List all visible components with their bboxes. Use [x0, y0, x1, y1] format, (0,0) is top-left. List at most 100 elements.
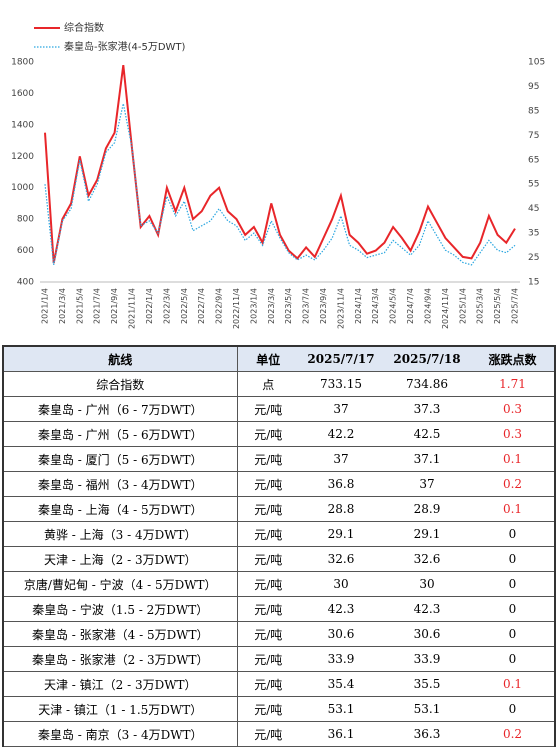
value-cell: 0: [471, 646, 555, 672]
table-row: 京唐/曹妃甸 - 宁波（4 - 5万DWT） 元/吨 30 30 0: [3, 571, 555, 597]
y2-tick-label: 15: [528, 278, 539, 288]
value-cell: 35.4: [299, 671, 383, 697]
value-cell: 42.3: [299, 596, 383, 622]
x-tick-label: 2022/5/4: [180, 288, 189, 324]
value-cell: 0: [471, 596, 555, 622]
value-cell: 0: [471, 621, 555, 647]
route-cell: 天津 - 镇江（1 - 1.5万DWT）: [3, 696, 238, 722]
value-cell: 37.3: [383, 396, 471, 422]
header-cell: 2025/7/18: [383, 345, 471, 372]
y2-tick-label: 45: [528, 204, 539, 214]
table-row: 秦皇岛 - 广州（5 - 6万DWT） 元/吨 42.2 42.5 0.3: [3, 421, 555, 447]
value-cell: 30.6: [299, 621, 383, 647]
value-cell: 元/吨: [237, 621, 299, 647]
value-cell: 点: [237, 371, 299, 397]
value-cell: 元/吨: [237, 521, 299, 547]
x-tick-label: 2021/11/4: [128, 288, 137, 329]
value-cell: 0: [471, 571, 555, 597]
x-tick-label: 2024/3/4: [371, 288, 380, 324]
value-cell: 53.1: [383, 696, 471, 722]
value-cell: 29.1: [383, 521, 471, 547]
x-tick-label: 2021/7/4: [93, 288, 102, 324]
x-tick-label: 2024/5/4: [389, 288, 398, 324]
route-cell: 秦皇岛 - 南京（3 - 4万DWT）: [3, 721, 238, 747]
value-cell: 元/吨: [237, 396, 299, 422]
y2-tick-label: 95: [528, 82, 539, 92]
header-row: 航线 单位 2025/7/17 2025/7/18 涨跌点数: [3, 345, 555, 372]
y2-tick-label: 35: [528, 229, 539, 239]
route-cell: 秦皇岛 - 福州（3 - 4万DWT）: [3, 471, 238, 497]
y2-tick-label: 55: [528, 180, 539, 190]
table: 航线 单位 2025/7/17 2025/7/18 涨跌点数 综合指数点 733.15 73…: [2, 345, 556, 747]
route-cell: 秦皇岛 - 上海（4 - 5万DWT）: [3, 496, 238, 522]
value-cell: 0.3: [471, 421, 555, 447]
y2-tick-label: 25: [528, 253, 539, 263]
value-cell: 0.2: [471, 721, 555, 747]
value-cell: 元/吨: [237, 596, 299, 622]
value-cell: 29.1: [299, 521, 383, 547]
x-tick-label: 2022/1/4: [145, 288, 154, 324]
value-cell: 36.8: [299, 471, 383, 497]
value-cell: 32.6: [383, 546, 471, 572]
header-cell: 航线: [3, 345, 238, 372]
table-row: 黄骅 - 上海（3 - 4万DWT） 元/吨 29.1 29.1 0: [3, 521, 555, 547]
x-tick-label: 2023/7/4: [302, 288, 311, 324]
y-tick-label: 1800: [11, 58, 34, 68]
value-cell: 32.6: [299, 546, 383, 572]
value-cell: 33.9: [299, 646, 383, 672]
table-row: 天津 - 镇江（2 - 3万DWT） 元/吨 35.4 35.5 0.1: [3, 671, 555, 697]
y-tick-label: 1400: [11, 120, 34, 130]
value-cell: 35.5: [383, 671, 471, 697]
table-row: 秦皇岛 - 张家港（2 - 3万DWT） 元/吨 33.9 33.9 0: [3, 646, 555, 672]
chart: 400 600 800 1000 1200 1400 1600 1800 15 25 35 45 55 6…: [11, 21, 545, 329]
value-cell: 28.9: [383, 496, 471, 522]
x-tick-label: 2023/3/4: [267, 288, 276, 324]
table-row: 秦皇岛 - 南京（3 - 4万DWT） 元/吨 36.1 36.3 0.2: [3, 721, 555, 747]
x-tick-label: 2025/7/4: [511, 288, 520, 324]
x-tick-label: 2025/1/4: [458, 288, 467, 324]
value-cell: 30: [383, 571, 471, 597]
value-cell: 28.8: [299, 496, 383, 522]
x-tick-label: 2021/9/4: [110, 288, 119, 324]
value-cell: 元/吨: [237, 721, 299, 747]
value-cell: 0: [471, 546, 555, 572]
table-row: 综合指数点 733.15 734.86 1.71: [3, 371, 555, 397]
route-cell: 秦皇岛 - 张家港（4 - 5万DWT）: [3, 621, 238, 647]
x-tick-label: 2022/3/4: [162, 288, 171, 324]
table-row: 天津 - 上海（2 - 3万DWT） 元/吨 32.6 32.6 0: [3, 546, 555, 572]
value-cell: 元/吨: [237, 646, 299, 672]
value-cell: 42.2: [299, 421, 383, 447]
legend-label: 综合指数: [64, 21, 104, 34]
value-cell: 36.1: [299, 721, 383, 747]
value-cell: 元/吨: [237, 446, 299, 472]
x-tick-label: 2024/1/4: [354, 288, 363, 324]
table-row: 秦皇岛 - 张家港（4 - 5万DWT） 元/吨 30.6 30.6 0: [3, 621, 555, 647]
value-cell: 0: [471, 696, 555, 722]
table-row: 秦皇岛 - 宁波（1.5 - 2万DWT） 元/吨 42.3 42.3 0: [3, 596, 555, 622]
x-tick-label: 2023/9/4: [319, 288, 328, 324]
y2-tick-label: 65: [528, 155, 539, 165]
value-cell: 42.5: [383, 421, 471, 447]
route-cell: 秦皇岛 - 张家港（2 - 3万DWT）: [3, 646, 238, 672]
value-cell: 30: [299, 571, 383, 597]
table-row: 秦皇岛 - 广州（6 - 7万DWT） 元/吨 37 37.3 0.3: [3, 396, 555, 422]
value-cell: 0.1: [471, 496, 555, 522]
value-cell: 元/吨: [237, 471, 299, 497]
y-tick-label: 1000: [11, 183, 34, 193]
value-cell: 元/吨: [237, 671, 299, 697]
route-cell: 综合指数: [3, 371, 238, 397]
legend-label: 秦皇岛-张家港(4-5万DWT): [64, 40, 186, 53]
y-tick-label: 400: [17, 278, 34, 288]
x-tick-label: 2025/5/4: [493, 288, 502, 324]
value-cell: 30.6: [383, 621, 471, 647]
value-cell: 元/吨: [237, 571, 299, 597]
route-cell: 秦皇岛 - 厦门（5 - 6万DWT）: [3, 446, 238, 472]
header-cell: 涨跌点数: [471, 345, 555, 372]
x-tick-label: 2024/7/4: [406, 288, 415, 324]
y2-tick-label: 85: [528, 106, 539, 116]
value-cell: 37.1: [383, 446, 471, 472]
value-cell: 42.3: [383, 596, 471, 622]
x-tick-label: 2021/5/4: [75, 288, 84, 324]
table-row: 秦皇岛 - 上海（4 - 5万DWT） 元/吨 28.8 28.9 0.1: [3, 496, 555, 522]
page: 400 600 800 1000 1200 1400 1600 1800 15 25 35 45 55 6…: [2, 21, 556, 747]
